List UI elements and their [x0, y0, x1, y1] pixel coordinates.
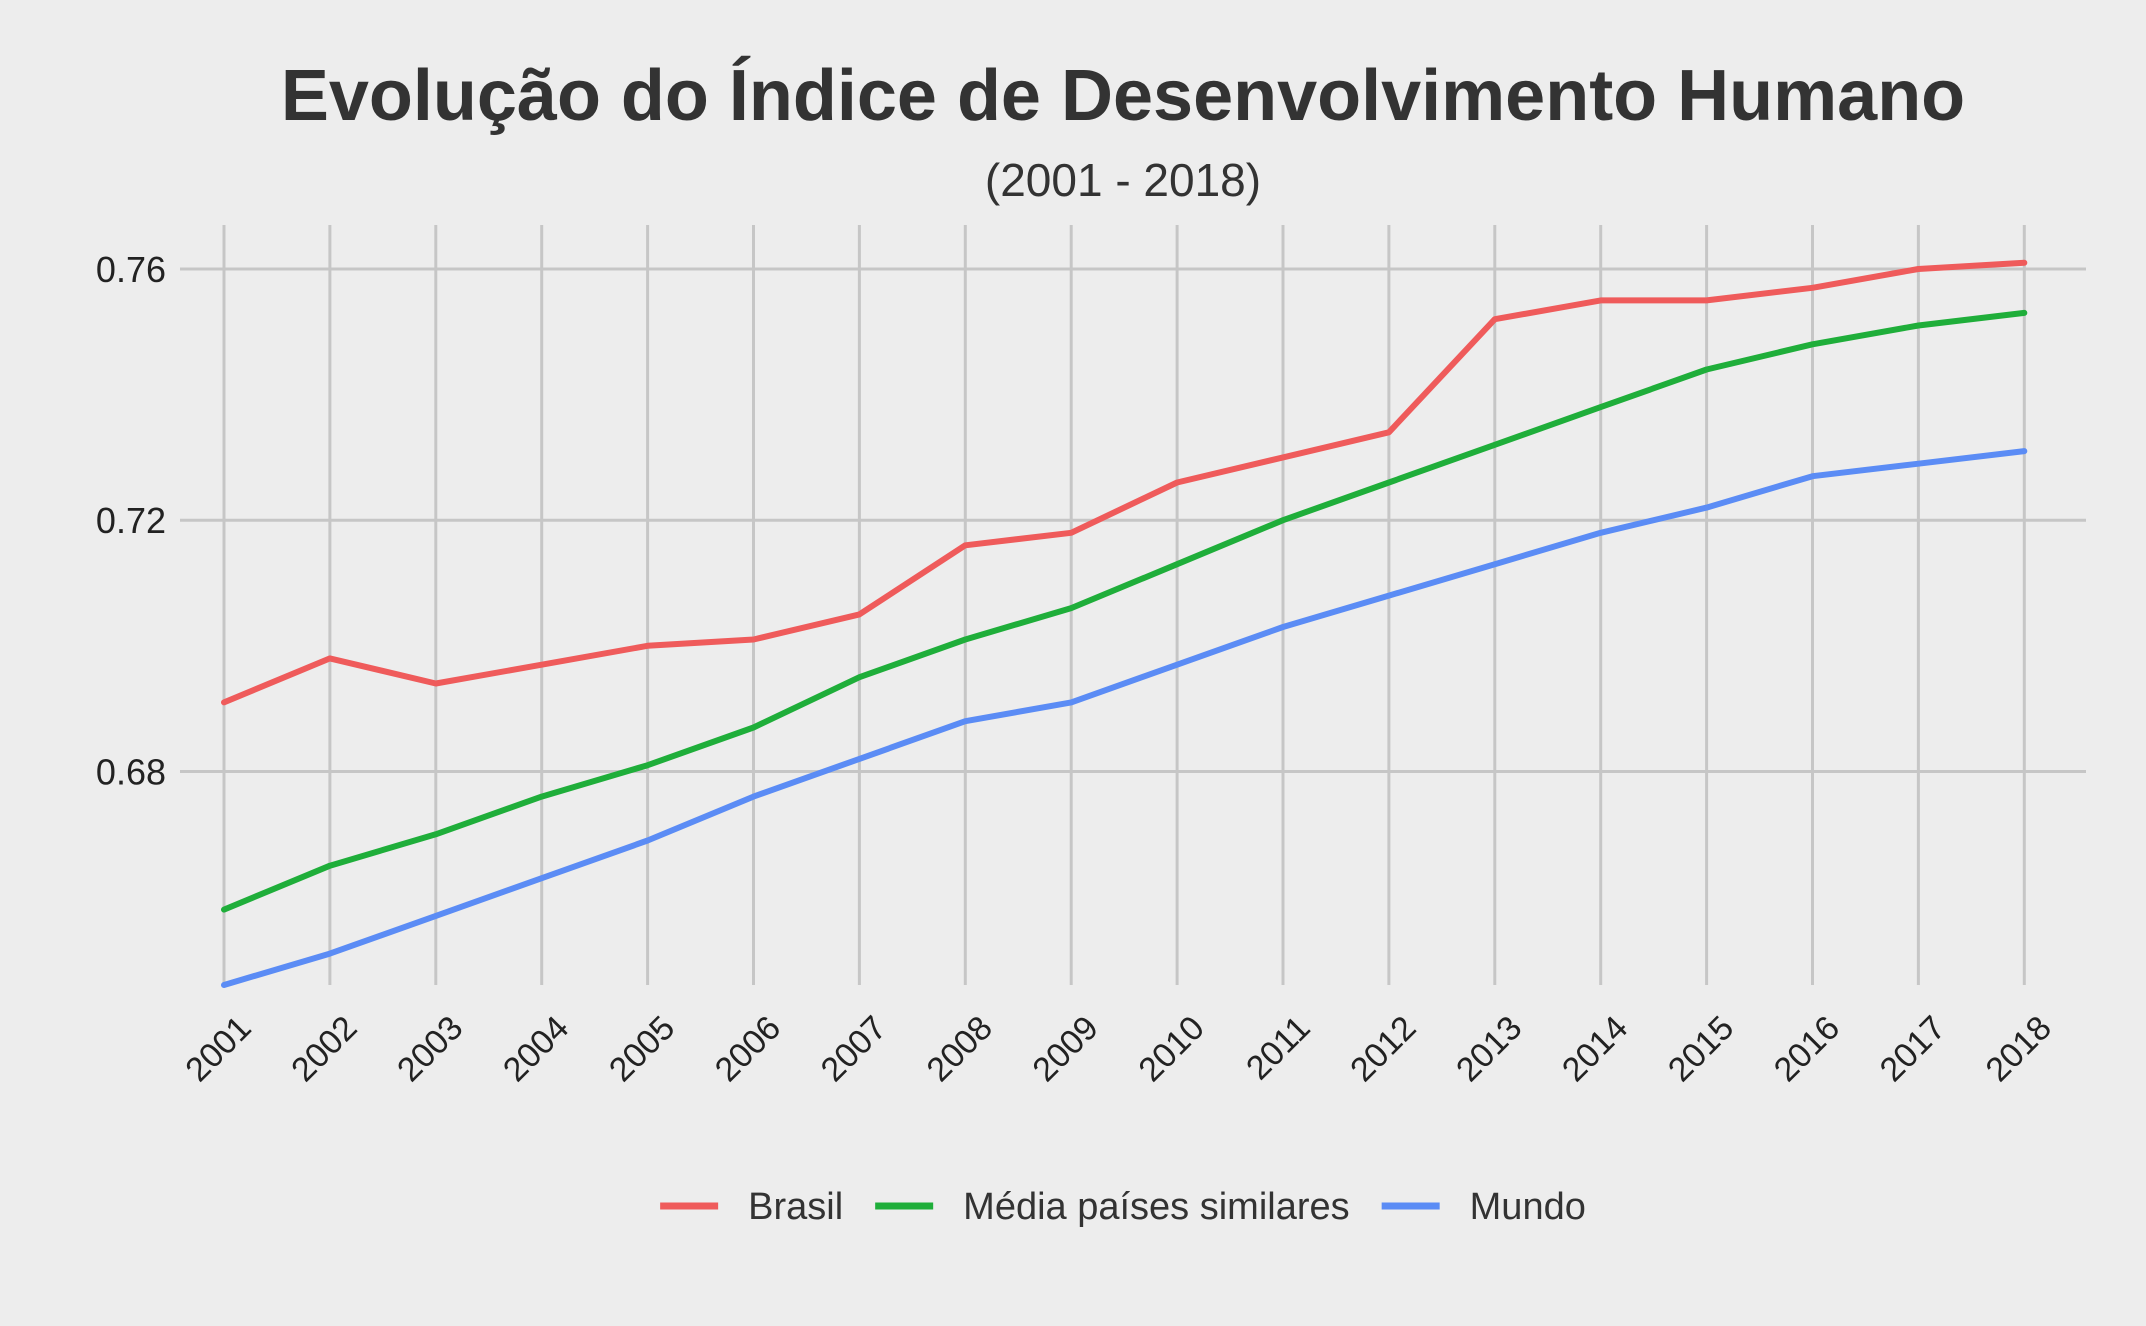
x-tick-label: 2013: [1449, 1009, 1529, 1089]
legend-label: Brasil: [748, 1186, 843, 1228]
x-tick-label: 2017: [1873, 1009, 1953, 1089]
series-line-1: [221, 259, 2028, 706]
y-tick-label: 0.76: [96, 249, 166, 290]
x-tick-label: 2012: [1343, 1009, 1423, 1089]
x-tick-label: 2016: [1767, 1009, 1847, 1089]
x-tick-label: 2007: [814, 1009, 894, 1089]
x-tick-label: 2018: [1979, 1009, 2059, 1089]
series-lines: [221, 259, 2028, 988]
x-tick-label: 2001: [178, 1009, 258, 1089]
legend-label: Média países similares: [963, 1186, 1349, 1228]
x-tick-label: 2008: [920, 1009, 1000, 1089]
series-line-2: [221, 309, 2028, 913]
x-tick-label: 2015: [1661, 1009, 1741, 1089]
x-tick-label: 2004: [496, 1009, 576, 1089]
x-tick-label: 2006: [708, 1009, 788, 1089]
y-tick-label: 0.72: [96, 500, 166, 541]
x-tick-label: 2010: [1131, 1009, 1211, 1089]
x-tick-label: 2003: [390, 1009, 470, 1089]
chart-subtitle: (2001 - 2018): [985, 154, 1261, 206]
x-tick-label: 2009: [1025, 1009, 1105, 1089]
x-tick-label: 2005: [602, 1009, 682, 1089]
x-tick-label: 2002: [284, 1009, 364, 1089]
x-tick-label: 2011: [1239, 1009, 1318, 1088]
y-tick-label: 0.68: [96, 751, 166, 792]
legend-label: Mundo: [1470, 1186, 1586, 1228]
x-tick-label: 2014: [1555, 1009, 1635, 1089]
series-line-3: [221, 448, 2028, 988]
grid: [180, 225, 2086, 985]
chart-title: Evolução do Índice de Desenvolvimento Hu…: [281, 56, 1965, 136]
axes: 0.68 0.72 0.76 2001 2002 2003 2004 2005 2006 2007…: [96, 249, 2059, 1089]
legend: Brasil Média países similares Mundo: [660, 1186, 1586, 1228]
